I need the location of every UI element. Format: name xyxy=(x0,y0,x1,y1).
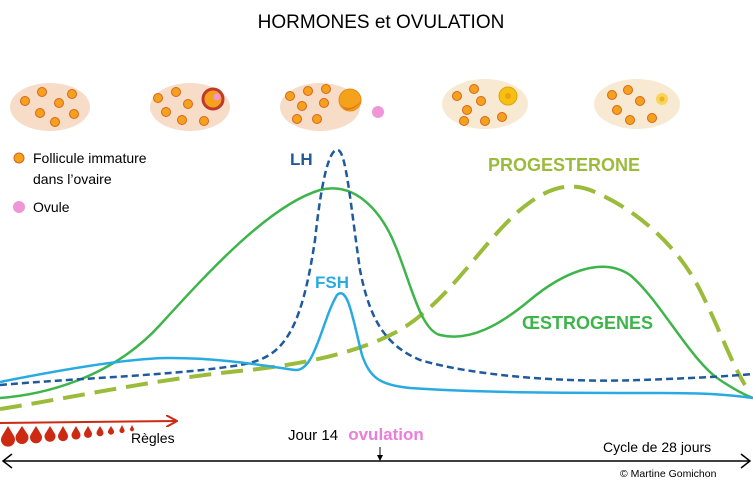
oestrogenes-curve xyxy=(0,187,753,400)
day14-marker-arrow-icon xyxy=(377,455,383,461)
jour14-text: Jour 14 xyxy=(288,427,338,444)
ovary-1 xyxy=(10,83,90,131)
ovule-legend-icon xyxy=(13,201,25,213)
released-ovule xyxy=(372,106,384,118)
fsh-curve xyxy=(0,292,753,400)
ovary-5 xyxy=(594,79,680,129)
ovulation-text: ovulation xyxy=(348,425,424,444)
cycle-label: Cycle de 28 jours xyxy=(603,439,711,455)
oestrogenes-label: ŒSTROGENES xyxy=(522,313,653,333)
legend-follicle-line2: dans l’ovaire xyxy=(33,171,112,187)
progesterone-label: PROGESTERONE xyxy=(488,155,640,175)
lh-curve xyxy=(0,148,753,387)
regles-label: Règles xyxy=(131,430,175,446)
progesterone-curve xyxy=(0,184,747,411)
lh-label: LH xyxy=(290,150,313,169)
legend-follicle-line1: Follicule immature xyxy=(33,150,147,166)
ovary-4 xyxy=(442,79,528,129)
follicle-legend-icon xyxy=(13,152,25,164)
legend-ovule: Ovule xyxy=(33,199,70,215)
menstruation-drops xyxy=(0,425,134,447)
menstruation-arrow xyxy=(0,421,176,423)
page-title: HORMONES et OVULATION xyxy=(258,12,505,33)
ovary-2 xyxy=(150,83,230,131)
day14-label: Jour 14 ovulation xyxy=(288,425,424,444)
axis-left-arrow-icon xyxy=(1,453,13,469)
credit-label: © Martine Gomichon xyxy=(620,468,717,480)
axis-right-arrow-icon xyxy=(740,453,752,469)
fsh-label: FSH xyxy=(315,273,349,292)
ovary-3 xyxy=(280,83,362,131)
